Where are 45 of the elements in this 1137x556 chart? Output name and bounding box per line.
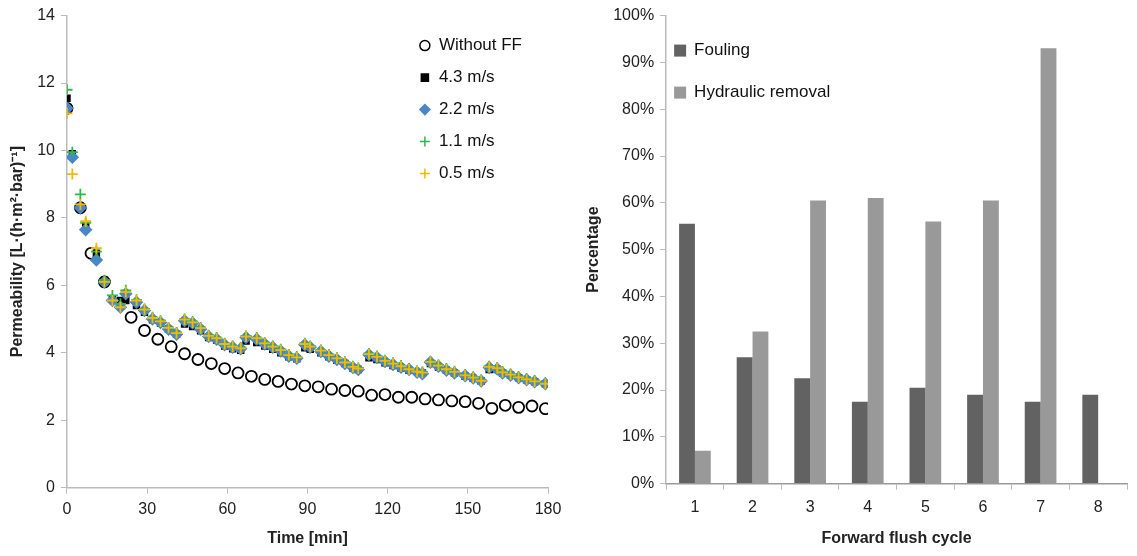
legend-label: Without FF [438,35,522,55]
y-axis-title: Percentage [584,206,602,293]
y-tick-label: 10 [37,140,56,158]
y-tick-label: 90% [622,52,655,70]
y-tick-label: 30% [622,333,655,351]
x-tick-label: 150 [454,499,482,517]
y-tick-label: 40% [622,286,655,304]
x-tick-label: 30 [138,499,157,517]
x-tick-label: 8 [1093,497,1103,515]
x-tick-label: 3 [805,497,815,515]
y-tick-label: 8 [46,208,56,226]
x-tick-label: 0 [62,499,72,517]
y-tick-label: 100% [613,6,655,24]
legend-label: 0.5 m/s [438,163,495,183]
y-tick-label: 70% [622,146,655,164]
y-axis-title: Permeability [L·(h·m²·bar)⁻¹] [8,145,26,358]
y-tick-label: 12 [37,73,56,91]
legend-label: 4.3 m/s [438,67,495,87]
y-tick-label: 0% [631,474,655,492]
x-tick-label: 180 [534,499,562,517]
y-tick-label: 2 [46,410,56,428]
y-tick-label: 20% [622,380,655,398]
y-tick-label: 14 [37,6,56,24]
x-tick-label: 90 [298,499,317,517]
y-tick-label: 0 [46,478,56,496]
x-tick-label: 1 [690,497,700,515]
legend-label: Hydraulic removal [694,82,831,102]
x-axis-title: Forward flush cycle [821,528,972,546]
x-tick-label: 7 [1036,497,1046,515]
y-tick-label: 4 [46,343,56,361]
y-tick-label: 10% [622,427,655,445]
legend-label: 1.1 m/s [438,131,495,151]
x-tick-label: 6 [978,497,988,515]
legend-label: 2.2 m/s [438,99,495,119]
x-tick-label: 60 [218,499,237,517]
x-tick-label: 4 [863,497,873,515]
x-tick-label: 5 [920,497,930,515]
y-tick-label: 6 [46,275,56,293]
x-tick-label: 120 [374,499,402,517]
legend-label: Fouling [694,40,750,60]
x-tick-label: 2 [748,497,758,515]
y-tick-label: 80% [622,99,655,117]
y-tick-label: 50% [622,240,655,258]
x-axis-title: Time [min] [267,528,348,546]
y-tick-label: 60% [622,193,655,211]
